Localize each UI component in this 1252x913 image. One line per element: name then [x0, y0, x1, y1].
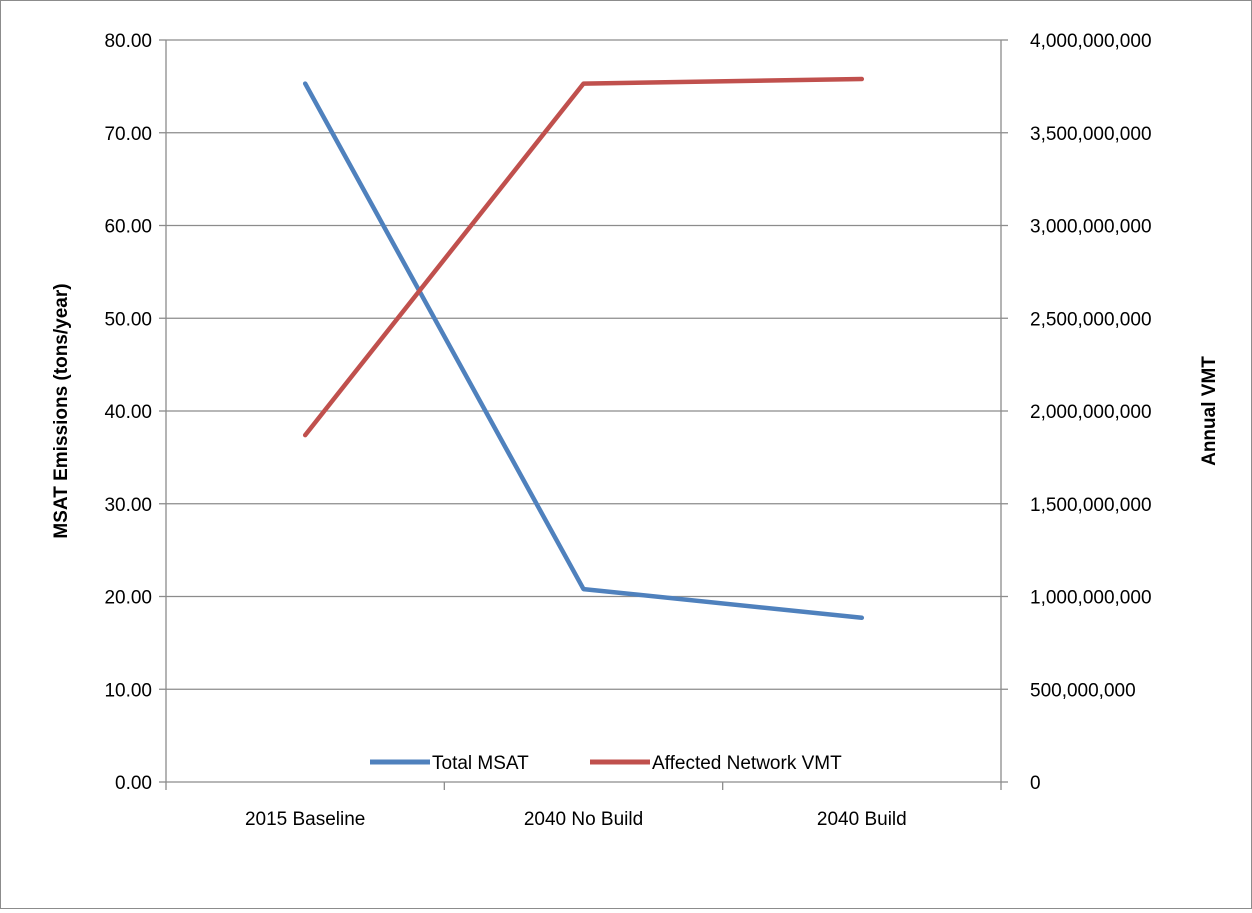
left-axis-tick-label: 60.00	[104, 217, 152, 238]
left-axis-tick-label: 30.00	[104, 495, 152, 516]
left-axis-tick-label: 70.00	[104, 124, 152, 145]
legend: Total MSAT Affected Network VMT	[370, 753, 842, 774]
right-axis-tick-labels: 0 500,000,000 1,000,000,000 1,500,000,000 2,…	[1030, 31, 1152, 794]
left-axis-tick-label: 80.00	[104, 31, 152, 52]
axes	[159, 40, 1008, 790]
left-axis-tick-label: 10.00	[104, 680, 152, 701]
left-axis-tick-labels: 0.00 10.00 20.00 30.00 40.00 50.00 60.00 70.00 8…	[104, 31, 152, 794]
x-axis-tick-label: 2015 Baseline	[245, 809, 365, 830]
series-line-total-msat	[305, 84, 862, 618]
x-axis-tick-labels: 2015 Baseline 2040 No Build 2040 Build	[245, 809, 907, 830]
x-axis-tick-label: 2040 Build	[817, 809, 907, 830]
right-axis-tick-label: 4,000,000,000	[1030, 31, 1152, 52]
right-axis-tick-label: 3,000,000,000	[1030, 217, 1152, 238]
left-axis-tick-label: 40.00	[104, 402, 152, 423]
x-axis-tick-label: 2040 No Build	[524, 809, 643, 830]
right-axis-tick-label: 500,000,000	[1030, 680, 1136, 701]
right-axis-tick-label: 2,000,000,000	[1030, 402, 1152, 423]
legend-label-affected-network-vmt: Affected Network VMT	[652, 753, 842, 774]
right-axis-tick-label: 2,500,000,000	[1030, 309, 1152, 330]
left-axis-tick-label: 0.00	[115, 773, 152, 794]
right-axis-tick-label: 3,500,000,000	[1030, 124, 1152, 145]
right-axis-tick-label: 1,000,000,000	[1030, 588, 1152, 609]
left-axis-title: MSAT Emissions (tons/year)	[51, 283, 72, 538]
right-axis-tick-label: 1,500,000,000	[1030, 495, 1152, 516]
right-axis-tick-label: 0	[1030, 773, 1041, 794]
legend-label-total-msat: Total MSAT	[432, 753, 529, 774]
series-lines	[305, 79, 862, 618]
right-axis-title: Annual VMT	[1199, 356, 1220, 466]
left-axis-tick-label: 20.00	[104, 588, 152, 609]
left-axis-tick-label: 50.00	[104, 309, 152, 330]
gridlines	[166, 40, 1001, 689]
